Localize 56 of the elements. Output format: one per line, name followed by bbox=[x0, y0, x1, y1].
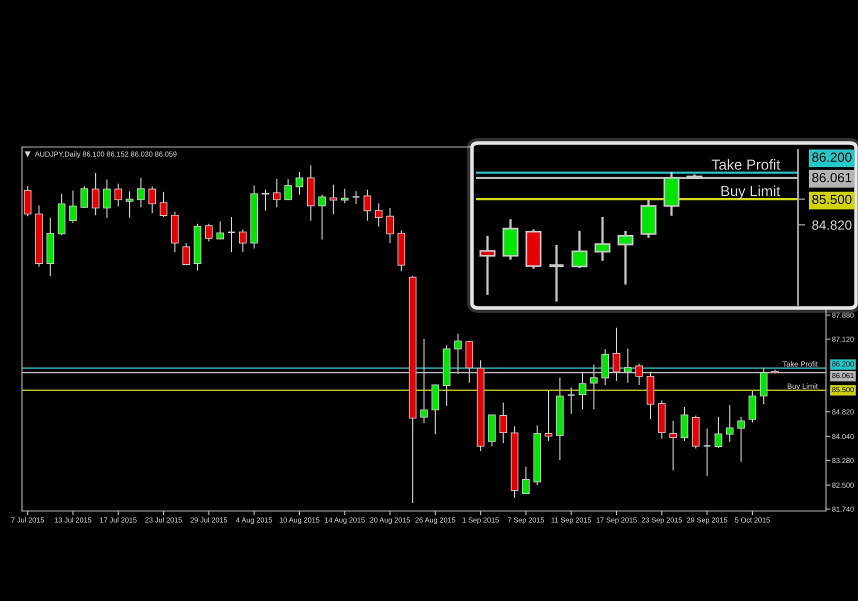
candlestick bbox=[330, 184, 338, 215]
candlestick bbox=[612, 327, 620, 382]
candlestick bbox=[572, 230, 588, 270]
candlestick bbox=[374, 202, 383, 228]
candlestick bbox=[760, 366, 768, 405]
candlestick bbox=[69, 190, 77, 224]
candlestick bbox=[284, 178, 292, 201]
candlestick bbox=[103, 178, 111, 218]
candlestick bbox=[352, 190, 360, 204]
candlestick bbox=[137, 177, 145, 208]
candlestick bbox=[148, 186, 156, 214]
candlestick bbox=[239, 228, 247, 252]
candlestick bbox=[680, 406, 688, 442]
candlestick bbox=[748, 390, 756, 424]
candlestick bbox=[114, 183, 122, 207]
candlestick bbox=[160, 191, 168, 218]
candlestick bbox=[578, 371, 586, 410]
candlestick bbox=[296, 171, 304, 196]
candlestick bbox=[480, 234, 496, 296]
ref-line-label: Take Profit bbox=[712, 159, 780, 170]
candlestick bbox=[126, 190, 134, 218]
candlestick bbox=[92, 172, 100, 216]
y-tick-label: 85.500 bbox=[812, 194, 852, 204]
candlestick bbox=[262, 189, 270, 212]
candlestick bbox=[205, 223, 213, 242]
candlestick bbox=[386, 207, 394, 244]
candlestick bbox=[182, 242, 190, 266]
candlestick bbox=[24, 186, 32, 217]
candlestick bbox=[318, 194, 326, 240]
candlestick bbox=[594, 216, 610, 262]
candlestick bbox=[618, 230, 634, 286]
candlestick bbox=[590, 364, 598, 410]
ref-line-label: Buy Limit bbox=[722, 186, 780, 200]
candlestick bbox=[340, 188, 349, 204]
candlestick bbox=[635, 363, 643, 386]
candlestick bbox=[420, 338, 428, 424]
candlestick bbox=[522, 466, 530, 495]
candlestick bbox=[216, 221, 224, 240]
y-tick-label: 84.820 bbox=[812, 220, 852, 230]
candlestick bbox=[726, 404, 734, 442]
candlestick bbox=[714, 416, 722, 448]
candlestick bbox=[454, 333, 462, 374]
candlestick bbox=[737, 416, 745, 462]
annotation: 86.061 bbox=[812, 172, 852, 182]
candlestick bbox=[669, 420, 677, 471]
candlestick bbox=[364, 189, 372, 222]
candlestick bbox=[601, 348, 609, 386]
candlestick bbox=[499, 402, 508, 444]
candlestick bbox=[567, 386, 576, 414]
candlestick bbox=[702, 428, 712, 476]
candlestick bbox=[544, 390, 552, 442]
candlestick bbox=[272, 178, 281, 208]
annotation: 86.200 bbox=[812, 152, 852, 162]
candlestick bbox=[227, 216, 236, 253]
candlestick bbox=[80, 186, 88, 209]
candlestick bbox=[624, 348, 632, 384]
